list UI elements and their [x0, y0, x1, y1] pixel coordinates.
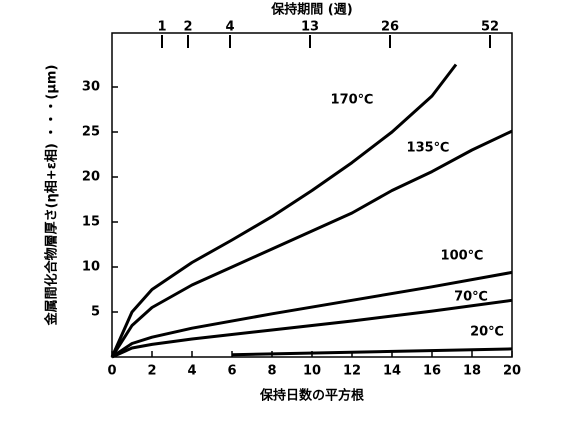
- x-tick-label: 16: [423, 364, 441, 379]
- top-tick-label: 1: [157, 20, 166, 35]
- x-tick-label: 12: [343, 364, 361, 379]
- line-series: [110, 63, 458, 358]
- series-label: 20℃: [470, 325, 504, 340]
- series-label: 100℃: [441, 249, 484, 264]
- y-tick-label: 25: [82, 125, 100, 140]
- x-tick-label: 4: [187, 364, 196, 379]
- top-tick-label: 52: [481, 20, 499, 35]
- x-tick-label: 2: [147, 364, 156, 379]
- line-series: [110, 129, 513, 358]
- y-tick-label: 10: [82, 260, 100, 275]
- series-label: 135℃: [407, 141, 450, 156]
- y-axis-title: 金属間化合物層厚さ(η相+ε相) ・・・(μm): [44, 65, 60, 327]
- y-tick-label: 30: [82, 80, 100, 95]
- line-series: [111, 298, 513, 359]
- series-label: 170℃: [331, 93, 374, 108]
- top-tick-label: 2: [183, 20, 192, 35]
- x-tick-label: 10: [303, 364, 321, 379]
- line-series: [231, 347, 513, 357]
- top-tick-label: 13: [301, 20, 319, 35]
- x-tick-label: 14: [383, 364, 401, 379]
- top-axis-title: 保持期間 (週): [270, 2, 352, 18]
- top-tick-label: 4: [225, 20, 234, 35]
- x-axis-title: 保持日数の平方根: [259, 388, 365, 404]
- x-tick-label: 18: [463, 364, 481, 379]
- series-label: 70℃: [454, 290, 488, 305]
- y-tick-label: 15: [82, 215, 100, 230]
- x-tick-label: 0: [107, 364, 116, 379]
- x-tick-label: 20: [503, 364, 521, 379]
- x-tick-label: 6: [227, 364, 236, 379]
- x-tick-label: 8: [267, 364, 276, 379]
- line-series: [111, 270, 513, 359]
- y-tick-label: 5: [91, 305, 100, 320]
- y-tick-label: 20: [82, 170, 100, 185]
- top-tick-label: 26: [381, 20, 399, 35]
